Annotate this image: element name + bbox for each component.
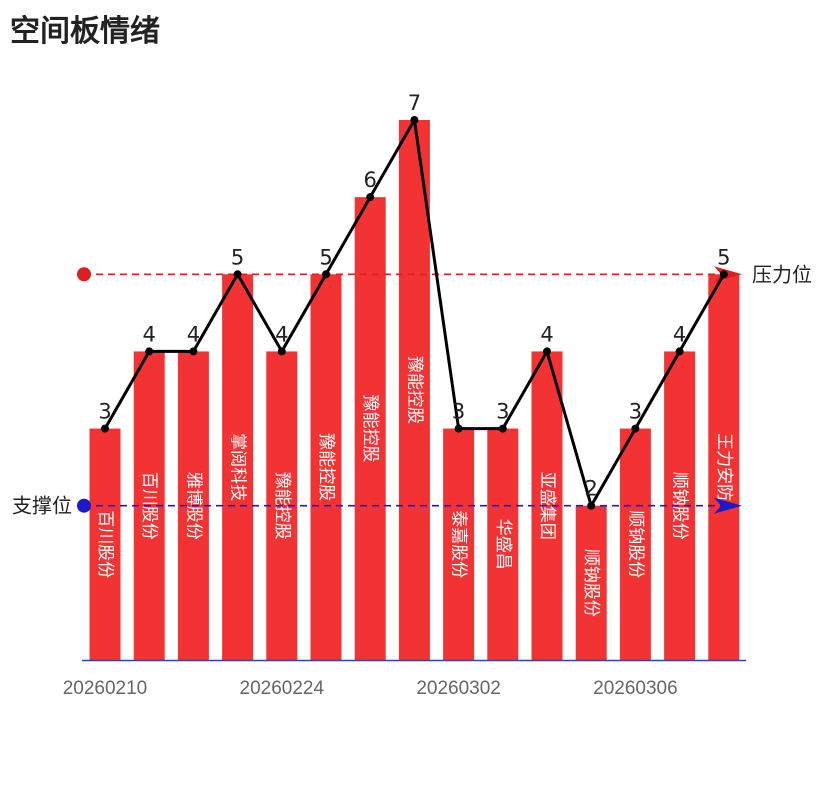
point-9 — [498, 424, 507, 433]
bar-14 — [708, 274, 740, 660]
value-label-4: 4 — [275, 322, 288, 346]
bar-label-11: 顺钠股份 — [581, 549, 601, 617]
value-label-5: 5 — [319, 245, 332, 269]
value-label-10: 4 — [540, 322, 553, 346]
point-0 — [101, 424, 109, 433]
point-10 — [543, 347, 551, 356]
ref-1-label: 支撑位 — [12, 494, 72, 518]
bar-3 — [222, 274, 254, 660]
point-8 — [454, 424, 463, 433]
chart-title: 空间板情绪 — [10, 14, 160, 49]
point-4 — [277, 347, 286, 356]
bar-label-5: 豫能控股 — [316, 433, 336, 501]
bar-label-13: 顺钠股份 — [670, 472, 690, 540]
value-label-14: 5 — [717, 245, 730, 269]
bar-label-8: 泰嘉股份 — [449, 510, 469, 578]
value-label-9: 3 — [496, 400, 509, 424]
bar-label-0: 百川股份 — [95, 510, 115, 578]
bar-label-3: 掌阅科技 — [228, 433, 248, 501]
point-3 — [233, 270, 242, 279]
value-label-7: 7 — [408, 91, 421, 115]
bar-label-12: 顺钠股份 — [625, 510, 645, 578]
value-label-12: 3 — [629, 400, 642, 424]
x-tick-1: 20260224 — [240, 678, 325, 699]
ref-1-arrow — [714, 497, 742, 514]
bar-6 — [354, 197, 386, 660]
point-1 — [145, 347, 154, 356]
ref-0-start-dot — [77, 267, 91, 282]
value-label-6: 6 — [364, 168, 377, 192]
point-11 — [587, 501, 596, 510]
x-tick-2: 20260302 — [416, 678, 501, 699]
ref-0-label: 压力位 — [752, 262, 812, 286]
bar-0 — [89, 428, 121, 660]
bar-5 — [310, 274, 342, 660]
point-12 — [631, 424, 640, 433]
ref-1-start-dot — [77, 498, 91, 513]
point-2 — [189, 347, 198, 356]
value-label-1: 4 — [143, 322, 156, 346]
bar-8 — [443, 428, 475, 660]
bar-label-9: 华盛昌 — [493, 519, 513, 570]
x-tick-3: 20260306 — [593, 678, 678, 699]
bar-label-14: 王力安防 — [714, 433, 734, 501]
x-tick-0: 20260210 — [63, 678, 148, 699]
point-14 — [719, 270, 728, 279]
value-label-13: 4 — [673, 322, 686, 346]
point-7 — [410, 116, 419, 124]
bar-9 — [487, 428, 519, 660]
bar-12 — [619, 428, 651, 660]
point-13 — [675, 347, 684, 356]
bar-11 — [575, 505, 607, 660]
value-label-2: 4 — [187, 322, 200, 346]
bar-label-6: 豫能控股 — [360, 395, 380, 463]
value-label-11: 2 — [585, 477, 598, 501]
bar-7 — [398, 120, 430, 660]
value-label-8: 3 — [452, 400, 465, 424]
point-6 — [366, 193, 375, 202]
bar-label-7: 豫能控股 — [404, 356, 424, 424]
value-label-3: 5 — [231, 245, 244, 269]
value-label-0: 3 — [98, 400, 111, 424]
point-5 — [322, 270, 330, 279]
